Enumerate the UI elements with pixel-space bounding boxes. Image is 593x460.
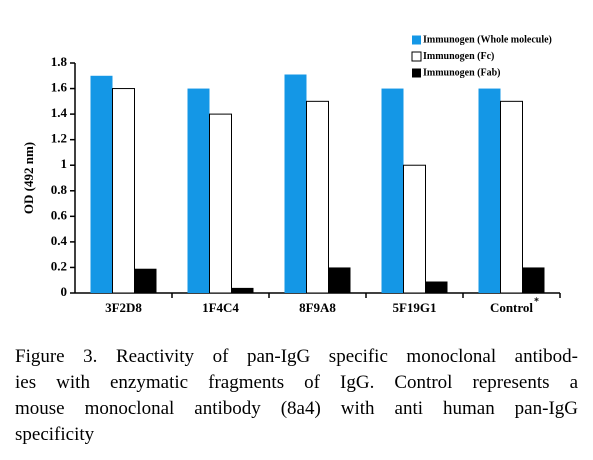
x-tick-label: Control bbox=[490, 300, 533, 315]
legend-label: Immunogen (Whole molecule) bbox=[423, 34, 552, 45]
caption-line: mouse monoclonal antibody (8a4) with ant… bbox=[15, 398, 578, 419]
legend-swatch bbox=[412, 68, 421, 78]
bar bbox=[209, 113, 232, 294]
bar bbox=[425, 281, 448, 293]
x-tick-label: 8F9A8 bbox=[299, 300, 336, 315]
legend-swatch bbox=[412, 35, 421, 45]
x-tick-label: 5F19G1 bbox=[392, 300, 436, 315]
caption-line: specificity bbox=[15, 424, 95, 445]
bar bbox=[381, 88, 404, 293]
bar bbox=[90, 75, 113, 294]
y-axis-label: OD (492 nm) bbox=[21, 142, 36, 214]
y-tick-label: 1.4 bbox=[51, 105, 68, 120]
y-tick-label: 1.6 bbox=[51, 80, 68, 95]
y-tick-label: 1.8 bbox=[51, 54, 68, 69]
y-tick-label: 1 bbox=[61, 156, 68, 171]
x-tick-label: 3F2D8 bbox=[105, 300, 142, 315]
legend-label: Immunogen (Fab) bbox=[423, 67, 501, 78]
bar bbox=[328, 267, 351, 293]
caption-line: ies with enzymatic fragments of IgG. Con… bbox=[15, 372, 578, 393]
legend-swatch bbox=[411, 51, 422, 62]
footnote-marker: * bbox=[534, 296, 539, 307]
bar bbox=[500, 100, 523, 294]
y-tick-label: 0 bbox=[61, 284, 68, 299]
y-tick-label: 0.4 bbox=[51, 233, 68, 248]
caption: Figure 3. Reactivity of pan-IgG specific… bbox=[15, 344, 578, 448]
caption-line: Figure 3. Reactivity of pan-IgG specific… bbox=[15, 346, 578, 367]
y-tick-label: 0.2 bbox=[51, 258, 67, 273]
bar bbox=[478, 88, 501, 293]
chart: 0 0.2 0.4 0.6 0.8 1 1.2 1.4 1.6 1.8 OD (492 nm) 3F2… bbox=[21, 34, 561, 315]
x-tick-label: 1F4C4 bbox=[202, 300, 239, 315]
bar bbox=[306, 100, 329, 294]
bar bbox=[187, 88, 210, 293]
y-tick-label: 0.6 bbox=[51, 207, 68, 222]
legend-label: Immunogen (Fc) bbox=[423, 51, 494, 62]
bar bbox=[403, 164, 426, 294]
bar bbox=[112, 88, 135, 294]
y-tick-label: 0.8 bbox=[51, 182, 68, 197]
bar bbox=[284, 74, 307, 293]
bar bbox=[522, 267, 545, 293]
bar bbox=[231, 287, 254, 293]
bar bbox=[134, 268, 157, 293]
y-tick-label: 1.2 bbox=[51, 131, 67, 146]
